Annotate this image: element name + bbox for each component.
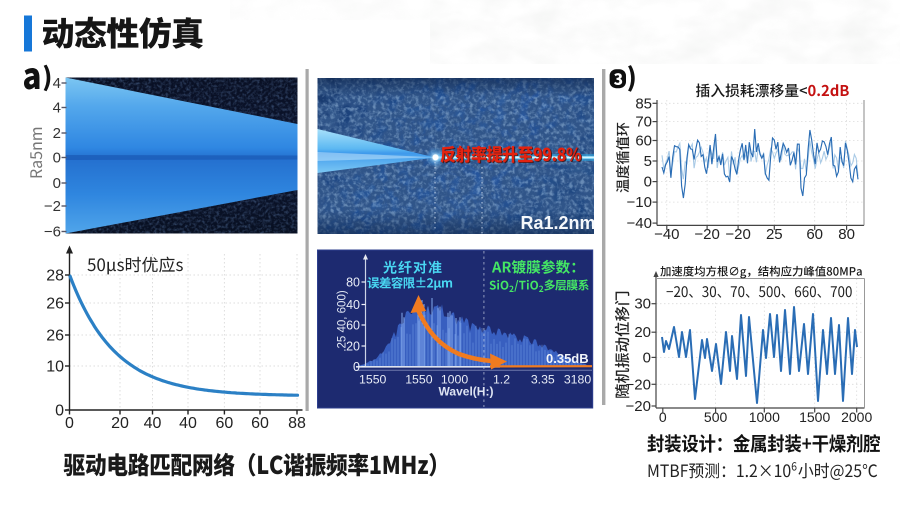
svg-text:500: 500 [704,409,728,425]
svg-text:80: 80 [838,226,855,243]
svg-text:3.35: 3.35 [531,373,555,387]
svg-text:−2: −2 [44,198,61,215]
svg-text:60: 60 [635,133,652,150]
svg-text:Ra1.2nm: Ra1.2nm [521,213,596,233]
svg-text:5: 5 [644,153,652,170]
svg-text:60: 60 [346,319,360,333]
svg-text:28: 28 [46,268,64,285]
svg-text:20: 20 [111,415,129,432]
svg-text:4: 4 [53,75,61,92]
svg-text:−20: −20 [725,226,750,243]
svg-text:70: 70 [635,114,652,131]
svg-text:30: 30 [634,296,651,313]
svg-text:1000: 1000 [441,373,469,387]
svg-text:.25 40, 600): .25 40, 600) [337,290,349,352]
svg-text:1500: 1500 [799,409,830,425]
svg-text:80: 80 [346,276,360,290]
svg-text:−10: −10 [627,194,652,211]
svg-text:0: 0 [53,150,61,167]
svg-text:0: 0 [659,409,667,425]
svg-text:40: 40 [144,415,162,432]
svg-text:85: 85 [635,95,652,112]
svg-text:88: 88 [288,415,306,432]
svg-text:4: 4 [53,100,61,117]
svg-text:1550: 1550 [405,373,433,387]
svg-text:1000: 1000 [749,409,780,425]
svg-text:−40: −40 [627,215,652,232]
svg-text:2000: 2000 [841,409,872,425]
svg-text:−40: −40 [654,226,679,243]
svg-text:60: 60 [251,415,269,432]
svg-text:−20: −20 [626,398,651,415]
svg-text:0: 0 [643,349,651,366]
svg-text:0: 0 [644,174,652,191]
svg-text:10: 10 [46,359,64,376]
svg-text:26: 26 [46,296,64,313]
svg-text:Wavel(H:): Wavel(H:) [439,385,494,399]
svg-text:0: 0 [53,175,61,192]
svg-text:1550: 1550 [359,373,387,387]
svg-text:40: 40 [179,415,197,432]
svg-text:3180: 3180 [564,373,592,387]
svg-text:0: 0 [65,415,74,432]
svg-text:−6: −6 [44,224,61,241]
svg-text:0: 0 [353,360,360,374]
svg-text:−20: −20 [626,376,651,393]
svg-text:0: 0 [55,403,64,420]
svg-text:0.35dB: 0.35dB [546,351,589,366]
svg-text:20: 20 [346,340,360,354]
svg-text:60: 60 [806,226,823,243]
svg-text:60: 60 [216,415,234,432]
svg-text:25: 25 [766,226,783,243]
svg-text:−20: −20 [694,226,719,243]
svg-text:20: 20 [634,324,651,341]
svg-text:2: 2 [53,125,61,142]
svg-text:26: 26 [46,328,64,345]
svg-text:1.2: 1.2 [493,373,510,387]
svg-text:40: 40 [346,298,360,312]
